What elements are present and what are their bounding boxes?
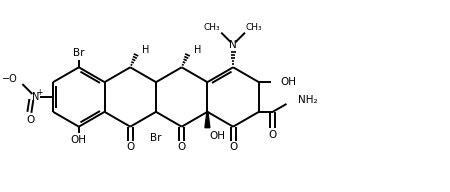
Text: +: + <box>36 88 42 97</box>
Text: N: N <box>32 92 39 102</box>
Text: NH₂: NH₂ <box>298 95 318 105</box>
Text: CH₃: CH₃ <box>246 23 263 32</box>
Text: CH₃: CH₃ <box>204 23 220 32</box>
Text: OH: OH <box>71 135 87 145</box>
Text: O: O <box>26 115 35 125</box>
Text: H: H <box>142 46 149 55</box>
Text: OH: OH <box>209 131 225 141</box>
Text: OH: OH <box>281 77 297 87</box>
Text: O: O <box>269 130 277 140</box>
Text: N: N <box>229 40 237 50</box>
Text: −O: −O <box>2 74 18 84</box>
Text: H: H <box>194 46 201 55</box>
Text: O: O <box>229 142 237 152</box>
Text: O: O <box>126 142 135 152</box>
Polygon shape <box>205 112 210 128</box>
Text: O: O <box>178 142 186 152</box>
Text: Br: Br <box>73 48 85 58</box>
Text: Br: Br <box>150 132 162 143</box>
